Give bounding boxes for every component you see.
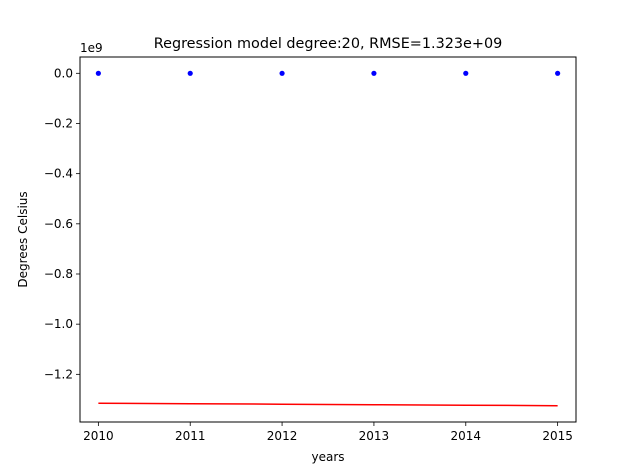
plot-area	[95, 70, 561, 407]
x-tick-label: 2012	[267, 429, 298, 443]
y-scale-offset-label: 1e9	[80, 41, 103, 55]
y-tick-label: −0.6	[44, 217, 73, 231]
y-tick-label: −1.2	[44, 367, 73, 381]
data-point	[371, 70, 377, 76]
chart-title: Regression model degree:20, RMSE=1.323e+…	[154, 36, 503, 52]
y-axis: 0.0 −0.2 −0.4 −0.6 −0.8 −1.0 −1.2	[44, 66, 80, 381]
x-tick-label: 2014	[451, 429, 482, 443]
x-tick-label: 2013	[359, 429, 390, 443]
y-tick-label: −0.4	[44, 167, 73, 181]
x-axis: 2010 2011 2012 2013 2014 2015	[83, 422, 573, 443]
plot-frame	[79, 56, 577, 423]
y-tick-label: −0.2	[44, 116, 73, 130]
x-tick-label: 2011	[175, 429, 206, 443]
x-tick-label: 2015	[542, 429, 573, 443]
y-tick-label: 0.0	[54, 66, 73, 80]
data-point	[279, 70, 285, 76]
y-tick-label: −1.0	[44, 317, 73, 331]
data-point	[187, 70, 193, 76]
y-tick-label: −0.8	[44, 267, 73, 281]
data-point	[555, 70, 561, 76]
x-tick-label: 2010	[83, 429, 114, 443]
y-axis-label: Degrees Celsius	[16, 191, 30, 287]
x-axis-label: years	[311, 450, 344, 464]
data-point	[95, 70, 101, 76]
data-point	[463, 70, 469, 76]
series-line	[98, 402, 558, 407]
